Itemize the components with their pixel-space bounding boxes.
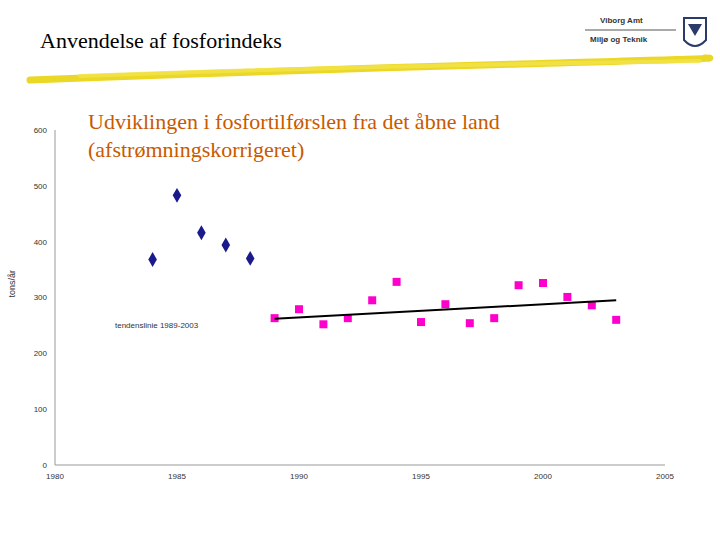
svg-text:100: 100 bbox=[34, 405, 48, 414]
html-text:Miljø og Teknik: Miljø og Teknik bbox=[590, 35, 648, 44]
svg-text:tons/år: tons/år bbox=[8, 270, 17, 298]
svg-text:1995: 1995 bbox=[412, 472, 430, 481]
svg-text:300: 300 bbox=[34, 293, 48, 302]
svg-text:1980: 1980 bbox=[46, 472, 64, 481]
svg-text:200: 200 bbox=[34, 349, 48, 358]
html-text:Anvendelse af fosforindeks: Anvendelse af fosforindeks bbox=[40, 28, 282, 53]
svg-text:2000: 2000 bbox=[534, 472, 552, 481]
svg-text:600: 600 bbox=[34, 126, 48, 135]
svg-text:2005: 2005 bbox=[656, 472, 674, 481]
svg-text:0: 0 bbox=[43, 461, 48, 470]
html-text:Udviklingen i fosfortilførslen: Udviklingen i fosfortilførslen fra det å… bbox=[88, 109, 500, 162]
html-text:Viborg Amt: Viborg Amt bbox=[600, 16, 643, 25]
svg-text:1990: 1990 bbox=[290, 472, 308, 481]
svg-text:1985: 1985 bbox=[168, 472, 186, 481]
svg-text:500: 500 bbox=[34, 182, 48, 191]
html-text:tendenslinie 1989-2003: tendenslinie 1989-2003 bbox=[115, 321, 199, 330]
svg-text:400: 400 bbox=[34, 238, 48, 247]
